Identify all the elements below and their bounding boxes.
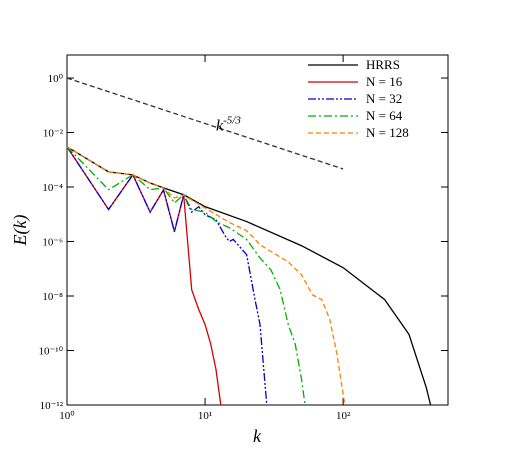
- legend-label: N = 32: [366, 91, 402, 106]
- legend-label: N = 64: [366, 108, 403, 123]
- y-tick-label: 10⁻¹²: [40, 400, 64, 412]
- series-line: [66, 146, 432, 406]
- x-axis-label: k: [253, 426, 262, 446]
- series-line: [66, 146, 268, 406]
- legend-label: N = 128: [366, 125, 409, 140]
- series-line: [66, 146, 222, 406]
- annotation-exponent: -5/3: [223, 114, 241, 126]
- y-tick-label: 10⁻⁸: [42, 291, 63, 303]
- annotation-text: k: [216, 117, 224, 134]
- annotation: k-5/3: [216, 114, 241, 134]
- y-tick-label: 10⁻¹⁰: [38, 346, 63, 358]
- y-tick-label: 10⁻²: [43, 128, 64, 140]
- y-tick-label: 10⁻⁶: [42, 237, 63, 249]
- x-tick-label: 10¹: [198, 410, 212, 422]
- y-tick-label: 10⁻⁴: [42, 182, 63, 194]
- y-tick-label: 10⁰: [48, 73, 64, 85]
- plot-frame: [66, 54, 449, 406]
- y-axis-label: E(k): [10, 215, 31, 247]
- series-line: [66, 146, 306, 406]
- x-tick-label: 10²: [336, 410, 351, 422]
- legend-label: HRRS: [366, 57, 400, 72]
- legend-label: N = 16: [366, 74, 403, 89]
- series-line: [66, 146, 346, 406]
- x-tick-label: 10⁰: [59, 410, 75, 422]
- reference-line: [66, 77, 344, 170]
